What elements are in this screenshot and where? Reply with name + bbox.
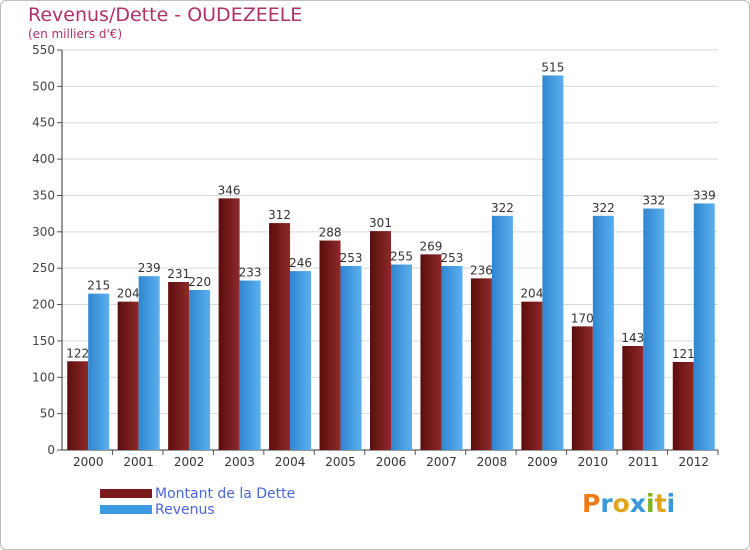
- bar-debt: [67, 361, 89, 450]
- x-tick-label: 2004: [275, 455, 306, 469]
- bar-revenue: [643, 208, 665, 450]
- x-tick-label: 2003: [224, 455, 255, 469]
- y-tick-label: 0: [47, 443, 55, 457]
- chart-subtitle: (en milliers d'€): [28, 27, 123, 41]
- data-label-debt: 231: [167, 267, 190, 281]
- data-label-revenue: 253: [441, 251, 464, 265]
- bar-debt: [218, 198, 240, 450]
- bar-revenue: [441, 266, 463, 450]
- x-tick-label: 2009: [527, 455, 558, 469]
- y-tick-label: 100: [32, 370, 55, 384]
- logo-letter: i: [666, 489, 676, 518]
- y-tick-label: 350: [32, 188, 55, 202]
- data-label-revenue: 255: [390, 250, 413, 264]
- data-label-revenue: 332: [642, 194, 665, 208]
- bar-revenue: [88, 293, 110, 450]
- bar-debt: [319, 240, 341, 450]
- bar-debt: [168, 282, 190, 450]
- bar-revenue: [491, 215, 513, 450]
- logo-letter: P: [582, 489, 601, 518]
- data-label-revenue: 253: [340, 251, 363, 265]
- y-tick-label: 200: [32, 298, 55, 312]
- bar-debt: [521, 301, 543, 450]
- data-label-debt: 204: [117, 287, 140, 301]
- x-tick-label: 2010: [578, 455, 609, 469]
- y-tick-label: 500: [32, 79, 55, 93]
- bar-revenue: [239, 280, 261, 450]
- data-label-debt: 236: [470, 263, 493, 277]
- bar-debt: [470, 278, 492, 450]
- data-label-debt: 122: [66, 346, 89, 360]
- y-tick-label: 450: [32, 116, 55, 130]
- data-label-debt: 312: [268, 208, 291, 222]
- bar-debt: [420, 254, 442, 450]
- y-tick-label: 400: [32, 152, 55, 166]
- y-tick-label: 550: [32, 43, 55, 57]
- data-label-debt: 143: [621, 331, 644, 345]
- bar-debt: [622, 346, 644, 450]
- data-label-revenue: 239: [138, 261, 161, 275]
- x-tick-label: 2002: [174, 455, 205, 469]
- y-tick-label: 150: [32, 334, 55, 348]
- bar-revenue: [693, 203, 715, 450]
- data-label-revenue: 322: [491, 201, 514, 215]
- x-tick-label: 2001: [123, 455, 154, 469]
- legend-swatch-debt: [100, 489, 152, 498]
- bar-debt: [269, 223, 291, 450]
- data-label-debt: 301: [369, 216, 392, 230]
- logo-letter: i: [646, 489, 655, 518]
- bar-revenue: [592, 215, 614, 450]
- legend-label-revenue: Revenus: [155, 502, 215, 518]
- x-tick-label: 2012: [678, 455, 709, 469]
- chart-title: Revenus/Dette - OUDEZEELE: [28, 4, 303, 26]
- data-label-revenue: 322: [592, 201, 615, 215]
- logo-letter: r: [600, 489, 613, 518]
- bar-revenue: [340, 266, 362, 450]
- data-label-debt: 346: [218, 183, 241, 197]
- x-tick-label: 2000: [73, 455, 104, 469]
- x-tick-label: 2006: [376, 455, 407, 469]
- data-label-revenue: 515: [541, 60, 564, 74]
- bar-revenue: [189, 290, 211, 450]
- data-label-debt: 269: [420, 239, 443, 253]
- y-tick-label: 50: [40, 407, 55, 421]
- bar-debt: [370, 231, 391, 450]
- data-label-debt: 288: [319, 226, 342, 240]
- x-tick-label: 2007: [426, 455, 457, 469]
- data-label-revenue: 220: [188, 275, 211, 289]
- y-tick-label: 300: [32, 225, 55, 239]
- bar-revenue: [542, 75, 564, 451]
- data-label-revenue: 215: [87, 279, 110, 293]
- legend-swatch-revenue: [100, 505, 152, 514]
- data-label-revenue: 233: [239, 266, 262, 280]
- bar-revenue: [138, 276, 160, 450]
- legend-label-debt: Montant de la Dette: [155, 486, 296, 502]
- data-label-debt: 121: [672, 347, 695, 361]
- data-label-revenue: 246: [289, 256, 312, 270]
- data-label-revenue: 339: [693, 188, 716, 202]
- proxiti-logo: Proxiti: [582, 489, 675, 518]
- logo-letter: t: [654, 489, 667, 518]
- bar-debt: [672, 362, 694, 450]
- data-label-debt: 204: [520, 287, 543, 301]
- bar-debt: [117, 301, 139, 450]
- bar-revenue: [391, 264, 412, 450]
- x-tick-label: 2011: [628, 455, 659, 469]
- logo-letter: x: [629, 489, 646, 518]
- x-tick-label: 2008: [477, 455, 508, 469]
- x-tick-label: 2005: [325, 455, 356, 469]
- y-tick-label: 250: [32, 261, 55, 275]
- logo-letter: o: [612, 489, 630, 518]
- bar-debt: [571, 326, 593, 450]
- data-label-debt: 170: [571, 311, 594, 325]
- bar-revenue: [290, 271, 312, 450]
